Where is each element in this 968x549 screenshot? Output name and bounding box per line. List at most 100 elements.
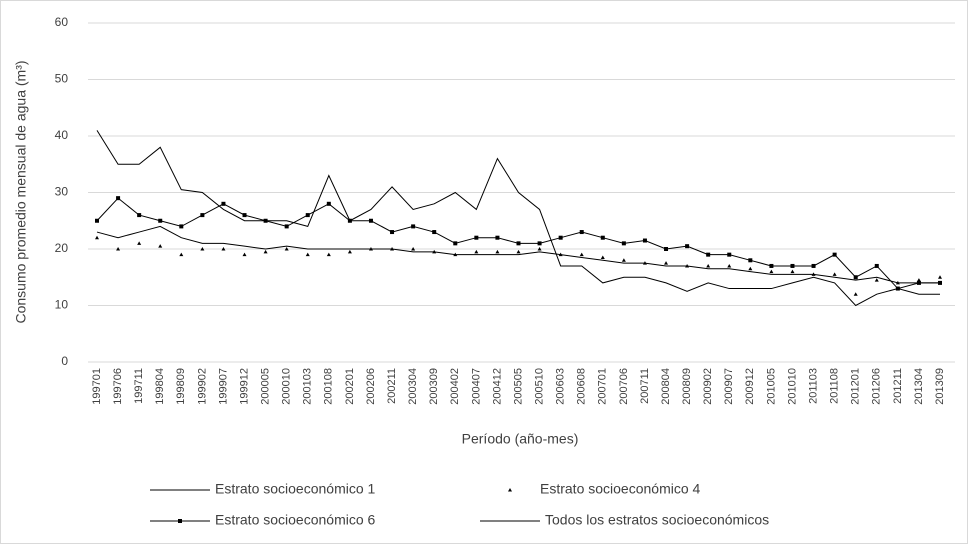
marker (179, 252, 184, 257)
marker (326, 252, 331, 257)
marker (221, 201, 226, 206)
x-tick-label: 200309 (428, 368, 440, 405)
marker (263, 218, 268, 223)
marker (769, 263, 774, 268)
marker (474, 249, 479, 254)
marker (221, 247, 226, 251)
x-tick-label: 199902 (196, 368, 208, 405)
x-tick-label: 201005 (765, 368, 777, 405)
marker (158, 244, 163, 248)
x-tick-label: 199706 (112, 368, 124, 405)
series-line (96, 225, 940, 284)
x-tick-label: 200304 (407, 368, 419, 405)
x-tick-label: 200809 (681, 368, 693, 405)
x-tick-label: 199907 (217, 368, 229, 405)
marker (600, 235, 605, 240)
legend-marker (178, 519, 182, 523)
marker (284, 224, 289, 229)
marker (537, 247, 542, 251)
x-tick-label: 200412 (491, 368, 503, 405)
marker (95, 235, 99, 240)
legend-label: Estrato socioeconómico 1 (215, 481, 376, 497)
marker (664, 261, 669, 265)
x-tick-label: 201309 (934, 368, 946, 405)
marker (769, 269, 774, 274)
x-tick-label: 200711 (639, 368, 651, 404)
x-tick-label: 199809 (175, 368, 187, 405)
marker (874, 263, 879, 268)
marker (938, 275, 942, 279)
x-tick-label: 201201 (850, 368, 862, 405)
marker (600, 255, 605, 259)
marker (411, 247, 416, 251)
marker (790, 263, 795, 268)
marker (832, 272, 837, 276)
x-tick-label: 200608 (576, 368, 588, 405)
marker (390, 230, 395, 235)
marker (347, 218, 352, 223)
x-tick-label: 200907 (723, 368, 735, 405)
x-tick-label: 201206 (871, 368, 883, 405)
x-tick-label: 200701 (597, 368, 609, 405)
marker (200, 213, 205, 218)
marker (158, 218, 163, 223)
marker (537, 241, 542, 246)
x-tick-label: 200201 (344, 368, 356, 405)
y-tick-label: 60 (55, 15, 69, 29)
marker (621, 258, 626, 262)
marker (748, 258, 753, 263)
marker (453, 241, 458, 246)
y-axis-title: Consumo promedio mensual de agua (m³) (13, 60, 29, 323)
marker (495, 249, 500, 254)
marker (853, 292, 858, 296)
marker (305, 252, 310, 257)
marker (642, 238, 647, 243)
x-tick-label: 200510 (533, 368, 545, 405)
x-tick-label: 201010 (786, 368, 798, 405)
marker (411, 224, 416, 229)
legend-label: Estrato socioeconómico 4 (540, 481, 701, 497)
x-tick-label: 200010 (281, 368, 293, 405)
marker (263, 249, 268, 254)
marker (727, 252, 732, 257)
legend-label: Estrato socioeconómico 6 (215, 512, 376, 528)
marker (895, 286, 900, 291)
marker (347, 249, 352, 254)
marker (474, 235, 479, 240)
x-tick-label: 199912 (238, 368, 250, 405)
marker (832, 252, 837, 257)
x-tick-label: 200505 (512, 368, 524, 405)
marker (664, 247, 669, 251)
y-tick-label: 50 (55, 72, 69, 86)
marker (326, 201, 331, 206)
series-line (96, 130, 940, 307)
marker (706, 252, 711, 257)
x-tick-label: 199701 (91, 368, 103, 405)
legend-marker (508, 488, 512, 492)
x-tick-label: 201103 (807, 368, 819, 404)
marker (95, 218, 99, 223)
x-tick-label: 200103 (302, 368, 314, 405)
marker (853, 275, 858, 280)
marker (200, 247, 205, 251)
marker (305, 213, 310, 218)
x-tick-label: 200407 (470, 368, 482, 405)
x-tick-label: 200206 (365, 368, 377, 405)
y-tick-label: 20 (55, 241, 69, 255)
marker (516, 241, 521, 246)
x-tick-label: 200706 (618, 368, 630, 405)
marker (748, 266, 753, 271)
x-tick-label: 200402 (449, 368, 461, 405)
marker (495, 235, 500, 240)
x-tick-label: 200912 (744, 368, 756, 405)
x-tick-label: 199711 (133, 368, 145, 404)
x-axis-title: Período (año-mes) (462, 431, 579, 447)
x-tick-label: 200005 (260, 368, 272, 405)
y-tick-label: 40 (55, 128, 69, 142)
marker (137, 241, 142, 245)
y-tick-label: 30 (55, 185, 69, 199)
y-tick-label: 10 (55, 298, 69, 312)
x-tick-label: 200108 (323, 368, 335, 405)
